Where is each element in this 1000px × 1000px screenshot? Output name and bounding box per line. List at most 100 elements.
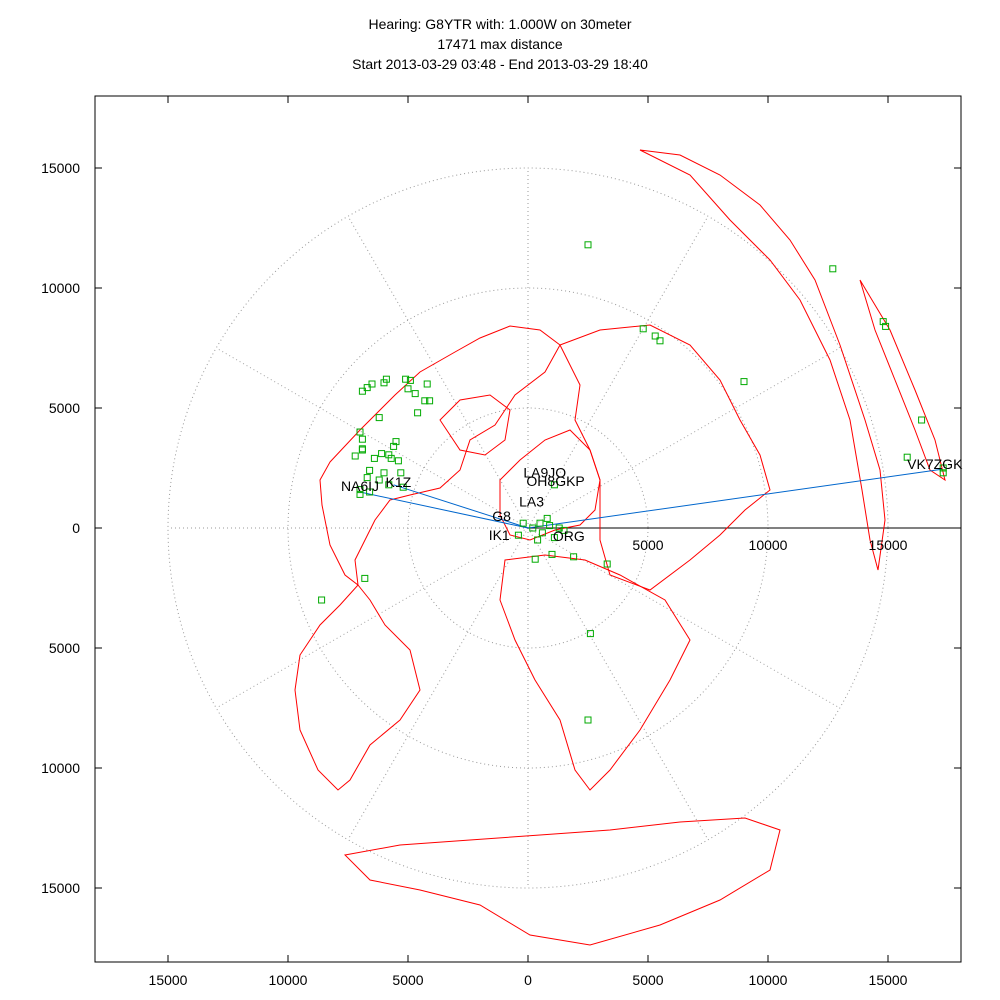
station-marker [548, 550, 556, 558]
coastline-africa [499, 554, 691, 791]
callsign-label: VK7ZGK [907, 456, 963, 472]
grid-spoke [215, 527, 529, 709]
y-tick-label: 15000 [41, 880, 80, 896]
path-line-k1z [393, 484, 529, 529]
coastline-australia [639, 149, 886, 571]
grid-spoke [527, 347, 841, 529]
callsign-label: K1Z [386, 474, 412, 490]
inner-axis-label: 5000 [632, 537, 663, 553]
chart-title-line-1: Hearing: G8YTR with: 1.000W on 30meter [368, 16, 632, 32]
grid-spoke [215, 347, 529, 529]
station-marker [603, 560, 611, 568]
station-marker [421, 397, 429, 405]
y-tick-label: 0 [72, 520, 80, 536]
polar-grid [167, 167, 961, 889]
callsign-label: IK1 [489, 527, 510, 543]
propagation-paths [359, 468, 943, 529]
station-marker [903, 453, 911, 461]
callsign-label: LA3 [519, 493, 544, 509]
station-marker [584, 716, 592, 724]
chart-title-line-3: Start 2013-03-29 03:48 - End 2013-03-29 … [352, 56, 648, 72]
station-marker [514, 531, 522, 539]
station-marker [399, 483, 407, 491]
station-marker [529, 524, 537, 532]
world-coastlines [294, 149, 946, 946]
station-marker [550, 534, 558, 542]
grid-spoke [527, 215, 709, 529]
station-marker [390, 442, 398, 450]
x-tick-label: 0 [524, 972, 532, 988]
station-marker [361, 574, 369, 582]
station-marker [380, 469, 388, 477]
station-marker [318, 596, 326, 604]
station-marker [656, 337, 664, 345]
station-marker [385, 481, 393, 489]
x-tick-label: 5000 [632, 972, 663, 988]
axis-ticks: 5000 10000 15000 15000 10000 5000 0 5000 10000 15… [41, 96, 961, 988]
station-marker [402, 375, 410, 383]
station-marker [570, 553, 578, 561]
station-marker [378, 450, 386, 458]
station-marker [829, 265, 837, 273]
station-marker [368, 380, 376, 388]
callsign-label: LA9JO [523, 465, 566, 481]
callsign-label: ORG [553, 528, 585, 544]
station-marker [356, 490, 364, 498]
grid-spoke [527, 527, 841, 709]
coastline-europe [499, 429, 601, 541]
station-marker [363, 384, 371, 392]
station-marker [380, 379, 388, 387]
station-marker [560, 526, 568, 534]
inner-axis-label: 15000 [869, 537, 908, 553]
inner-axis-label: 10000 [749, 537, 788, 553]
coastline-asia [559, 324, 771, 591]
chart-title-line-2: 17471 max distance [437, 36, 563, 52]
x-tick-label: 10000 [749, 972, 788, 988]
callsign-label: G8 [492, 508, 511, 524]
station-marker [536, 519, 544, 527]
path-line-na6ij [359, 491, 529, 529]
station-marker [414, 409, 422, 417]
coastline-north-america [319, 325, 561, 587]
station-marker [356, 428, 364, 436]
station-marker [519, 519, 527, 527]
station-marker [939, 469, 947, 477]
y-tick-label: 10000 [41, 760, 80, 776]
station-marker [366, 488, 374, 496]
station-marker [394, 457, 402, 465]
station-marker [651, 332, 659, 340]
station-marker [879, 318, 887, 326]
station-marker [639, 325, 647, 333]
station-markers [318, 241, 947, 724]
station-marker [531, 555, 539, 563]
station-marker [586, 630, 594, 638]
station-marker [426, 397, 434, 405]
station-marker [918, 416, 926, 424]
path-line-vk7zgk [527, 468, 943, 529]
station-marker [423, 380, 431, 388]
station-marker [366, 466, 374, 474]
station-marker [375, 414, 383, 422]
station-marker [358, 435, 366, 443]
station-marker [543, 514, 551, 522]
station-marker [351, 452, 359, 460]
grid-spoke [527, 527, 709, 841]
x-tick-label: 5000 [392, 972, 423, 988]
station-marker [370, 454, 378, 462]
station-marker [375, 476, 383, 484]
station-marker [382, 375, 390, 383]
y-tick-label: 5000 [49, 400, 80, 416]
coastline-far-east [859, 279, 946, 482]
x-tick-label: 15000 [149, 972, 188, 988]
coastline-south-america [294, 584, 421, 791]
callsign-label: NA6IJ [341, 478, 379, 494]
station-marker [356, 486, 364, 494]
station-marker [740, 378, 748, 386]
station-marker [358, 387, 366, 395]
grid-spoke [347, 215, 529, 529]
station-marker [404, 385, 412, 393]
grid-spoke [347, 527, 529, 841]
station-marker [555, 524, 563, 532]
